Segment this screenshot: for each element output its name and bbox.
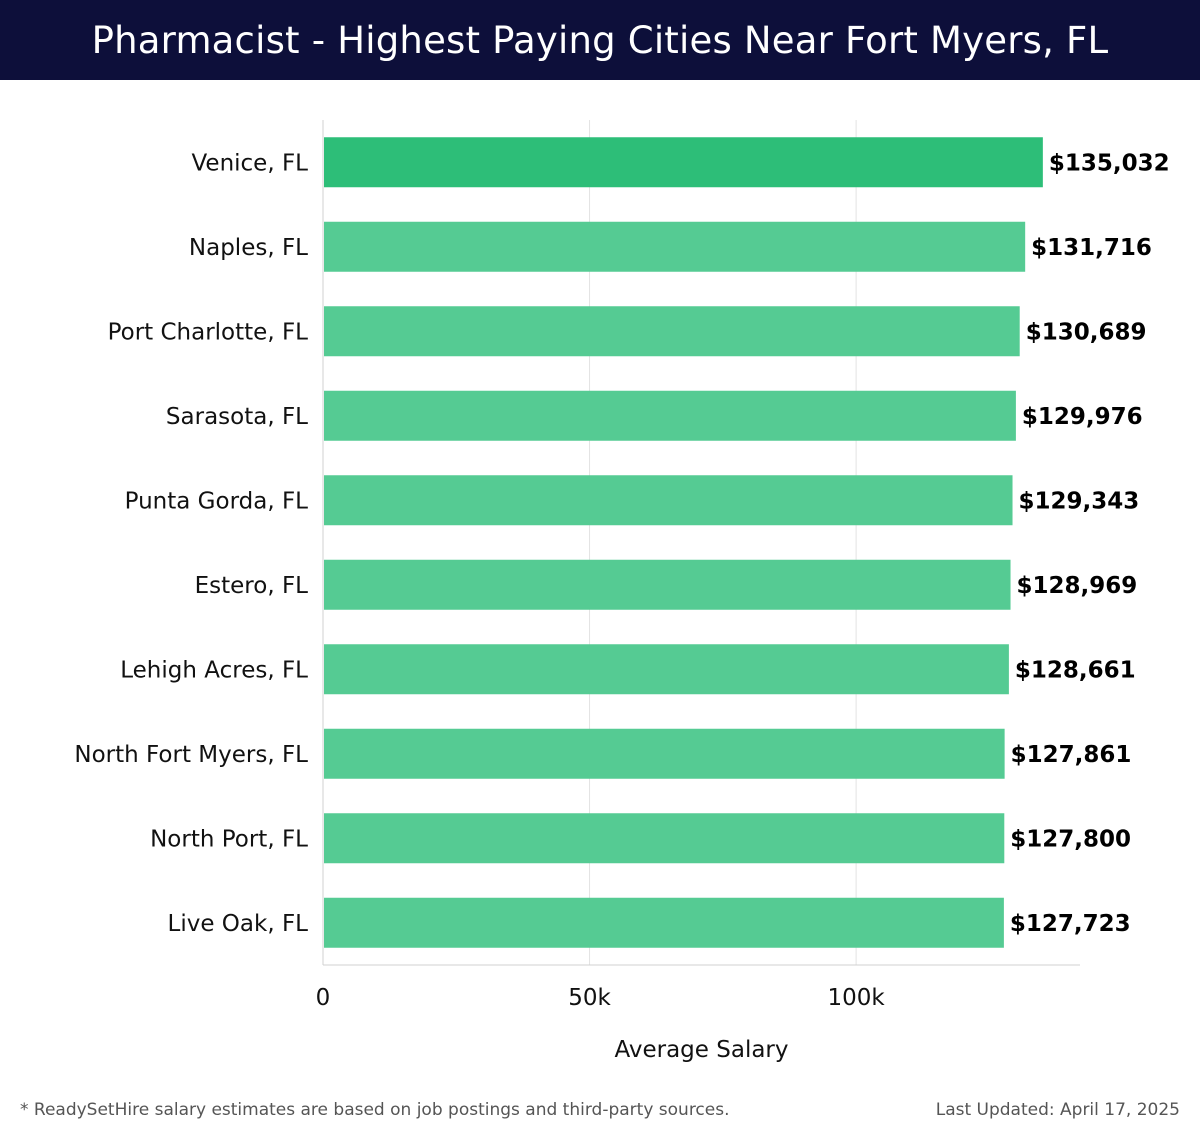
category-label: Lehigh Acres, FL — [120, 657, 308, 683]
category-label: Live Oak, FL — [168, 911, 309, 937]
x-tick-label: 0 — [316, 985, 331, 1011]
category-label: Venice, FL — [191, 150, 308, 176]
category-label: Estero, FL — [195, 573, 309, 599]
value-label: $128,661 — [1015, 657, 1136, 683]
value-label: $127,800 — [1010, 826, 1131, 852]
x-axis-label: Average Salary — [614, 1037, 788, 1063]
bar-chart: Venice, FL $135,032 Naples, FL $131,716 Port… — [74, 120, 1170, 1063]
value-label: $127,861 — [1011, 742, 1132, 768]
bar — [324, 559, 1011, 610]
category-label: Punta Gorda, FL — [125, 488, 309, 514]
bar — [324, 306, 1020, 357]
bar — [324, 390, 1016, 441]
bar — [324, 644, 1009, 695]
category-label: Sarasota, FL — [166, 404, 308, 430]
x-tick-label: 50k — [568, 985, 611, 1011]
value-label: $131,716 — [1031, 235, 1152, 261]
category-label: North Port, FL — [150, 826, 308, 852]
last-updated-text: Last Updated: April 17, 2025 — [935, 1100, 1180, 1120]
chart-header: Pharmacist - Highest Paying Cities Near … — [0, 0, 1200, 80]
value-label: $130,689 — [1026, 319, 1147, 345]
category-label: Naples, FL — [189, 235, 308, 261]
bar — [324, 897, 1004, 948]
bar — [324, 137, 1043, 188]
bar — [324, 728, 1005, 779]
value-label: $129,343 — [1019, 488, 1140, 514]
value-label: $128,969 — [1017, 573, 1138, 599]
category-label: Port Charlotte, FL — [108, 319, 309, 345]
value-label: $127,723 — [1010, 911, 1131, 937]
x-tick-label: 100k — [827, 985, 885, 1011]
footer-note: * ReadySetHire salary estimates are base… — [20, 1100, 730, 1120]
value-label: $135,032 — [1049, 150, 1170, 176]
bar — [324, 475, 1013, 526]
chart-title: Pharmacist - Highest Paying Cities Near … — [91, 18, 1109, 62]
category-label: North Fort Myers, FL — [74, 742, 308, 768]
bar — [324, 221, 1026, 272]
bar — [324, 813, 1005, 864]
value-label: $129,976 — [1022, 404, 1143, 430]
